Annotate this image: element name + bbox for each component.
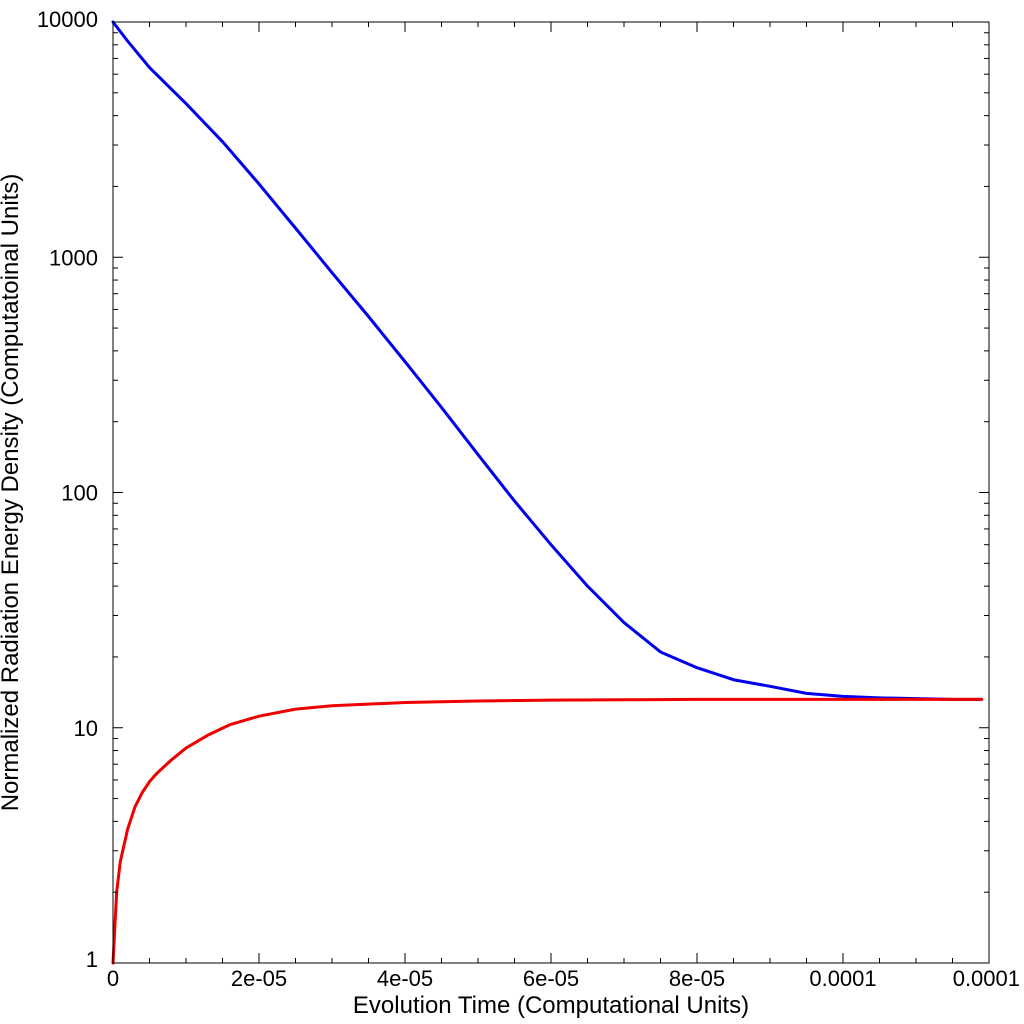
x-axis-title: Evolution Time (Computational Units) <box>353 992 749 1019</box>
y-tick-label: 100 <box>61 481 98 506</box>
x-tick-label: 0.0001 <box>809 966 876 991</box>
x-tick-label: 0 <box>107 966 119 991</box>
y-tick-label: 1000 <box>49 245 98 270</box>
plot-frame <box>112 21 990 964</box>
y-tick-label: 10 <box>74 716 98 741</box>
y-tick-label: 10000 <box>37 7 98 32</box>
x-tick-label: 2e-05 <box>231 966 287 991</box>
series-layer <box>111 20 984 965</box>
y-axis-title: Normalized Radiation Energy Density (Com… <box>0 174 24 812</box>
ticks-layer <box>112 21 990 964</box>
y-tick-label: 1 <box>86 947 98 972</box>
series-line-1 <box>111 20 984 701</box>
x-tick-label: 8e-05 <box>669 966 725 991</box>
x-tick-label: 0.0001 <box>953 966 1020 991</box>
x-tick-label: 6e-05 <box>523 966 579 991</box>
series-line-2 <box>111 697 984 965</box>
x-tick-label: 4e-05 <box>377 966 433 991</box>
labels-layer: 0 2e-05 4e-05 6e-05 8e-05 0.0001 0.0001 1 10 100 1… <box>37 7 1020 991</box>
